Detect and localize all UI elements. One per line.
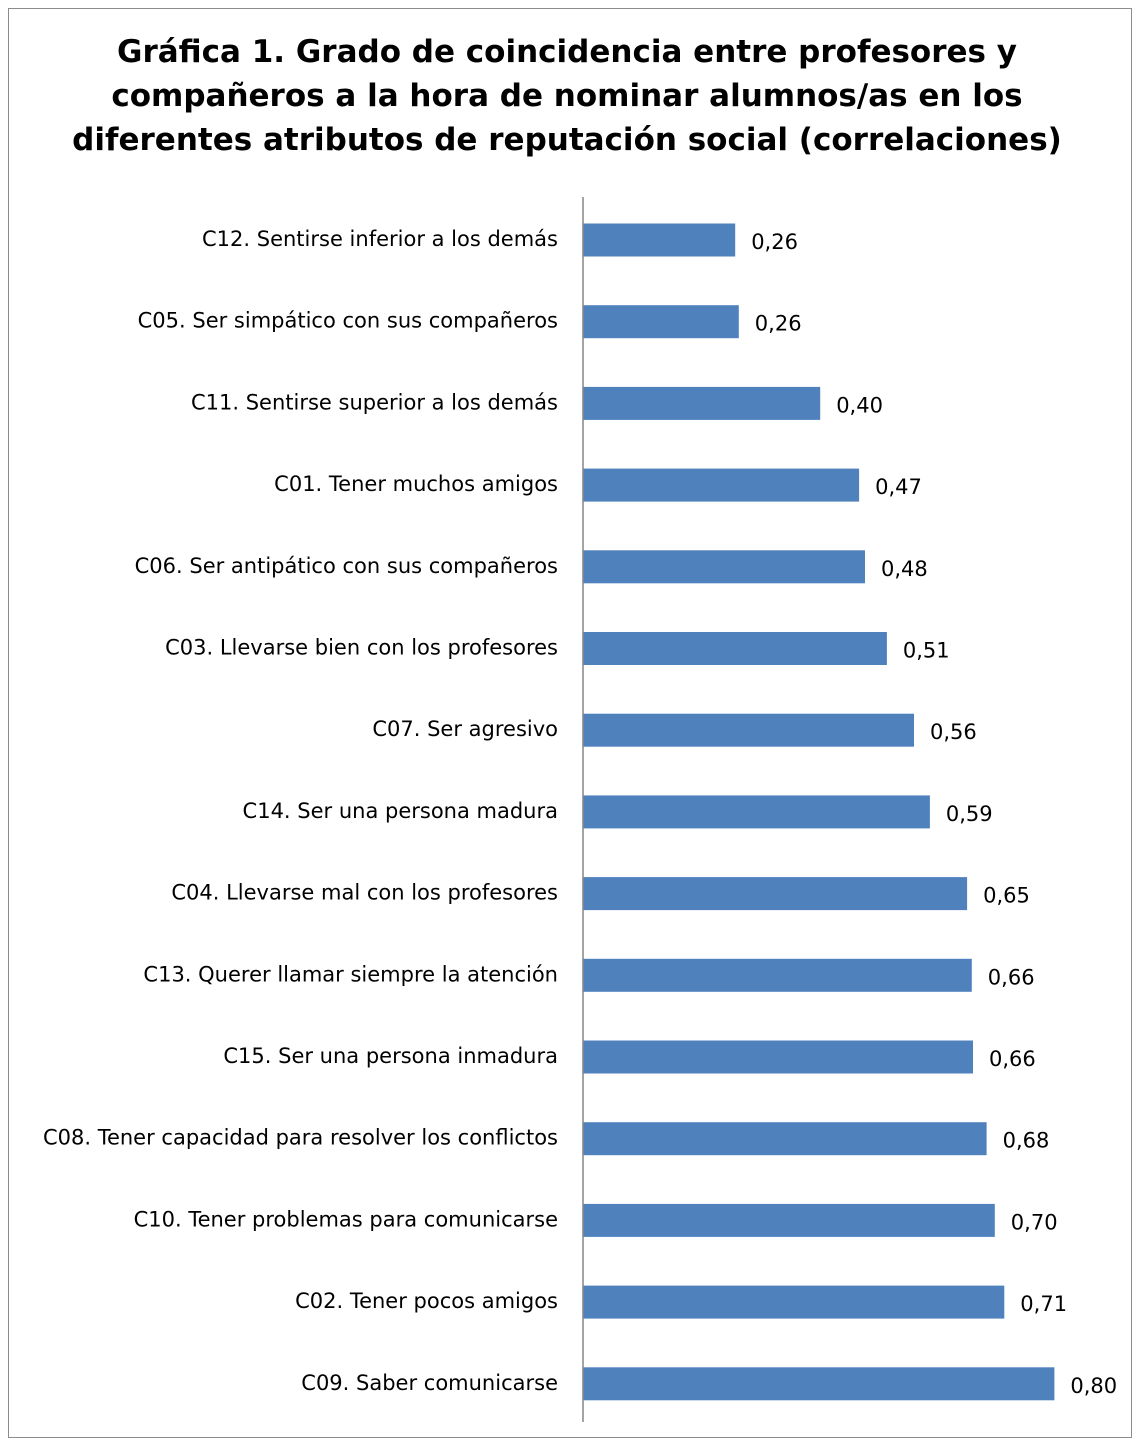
category-label: C08. Tener capacidad para resolver los c… (43, 1126, 558, 1150)
category-label: C07. Ser agresivo (372, 717, 558, 741)
category-label: C09. Saber comunicarse (301, 1371, 558, 1395)
bar (583, 632, 887, 665)
bar (583, 550, 865, 584)
category-label: C05. Ser simpático con sus compañeros (138, 309, 558, 333)
data-label: 0,26 (751, 230, 798, 254)
bar (583, 1203, 995, 1237)
category-label: C10. Tener problemas para comunicarse (134, 1207, 558, 1231)
data-label: 0,56 (930, 720, 977, 744)
data-label: 0,65 (983, 884, 1030, 908)
chart-title: Gráfica 1. Grado de coincidencia entre p… (0, 30, 1134, 162)
data-label: 0,71 (1020, 1292, 1067, 1316)
category-label: C11. Sentirse superior a los demás (191, 390, 558, 414)
bar (583, 795, 930, 829)
category-label: C01. Tener muchos amigos (274, 472, 558, 496)
bar (583, 958, 972, 992)
bar (583, 223, 736, 257)
category-label: C13. Querer llamar siempre la atención (143, 962, 558, 986)
data-label: 0,51 (903, 639, 950, 663)
data-label: 0,66 (988, 965, 1035, 989)
data-label: 0,26 (755, 312, 802, 336)
bar (583, 1285, 1005, 1319)
bar (583, 386, 821, 420)
chart-title-line-2: compañeros a la hora de nominar alumnos/… (111, 78, 1023, 114)
bar (583, 1122, 987, 1156)
category-label: C06. Ser antipático con sus compañeros (135, 554, 558, 578)
data-label: 0,68 (1003, 1129, 1050, 1153)
data-label: 0,70 (1011, 1210, 1058, 1234)
data-label: 0,47 (875, 475, 922, 499)
bar (583, 713, 914, 747)
data-label: 0,40 (836, 393, 883, 417)
data-label: 0,80 (1070, 1374, 1117, 1398)
bar (583, 877, 968, 911)
bar (583, 305, 739, 339)
chart-title-line-3: diferentes atributos de reputación socia… (72, 122, 1062, 158)
category-label: C04. Llevarse mal con los profesores (171, 881, 558, 905)
bar (583, 1040, 973, 1074)
category-label: C12. Sentirse inferior a los demás (202, 227, 558, 251)
data-label: 0,48 (881, 557, 928, 581)
chart-title-line-1: Gráfica 1. Grado de coincidencia entre p… (117, 34, 1017, 70)
data-label: 0,59 (946, 802, 993, 826)
bar (583, 468, 860, 502)
chart-frame (8, 8, 1132, 1438)
bar (583, 1367, 1055, 1401)
category-label: C02. Tener pocos amigos (295, 1289, 558, 1313)
data-label: 0,66 (989, 1047, 1036, 1071)
category-label: C14. Ser una persona madura (243, 799, 558, 823)
category-label: C03. Llevarse bien con los profesores (165, 636, 558, 660)
category-label: C15. Ser una persona inmadura (223, 1044, 558, 1068)
